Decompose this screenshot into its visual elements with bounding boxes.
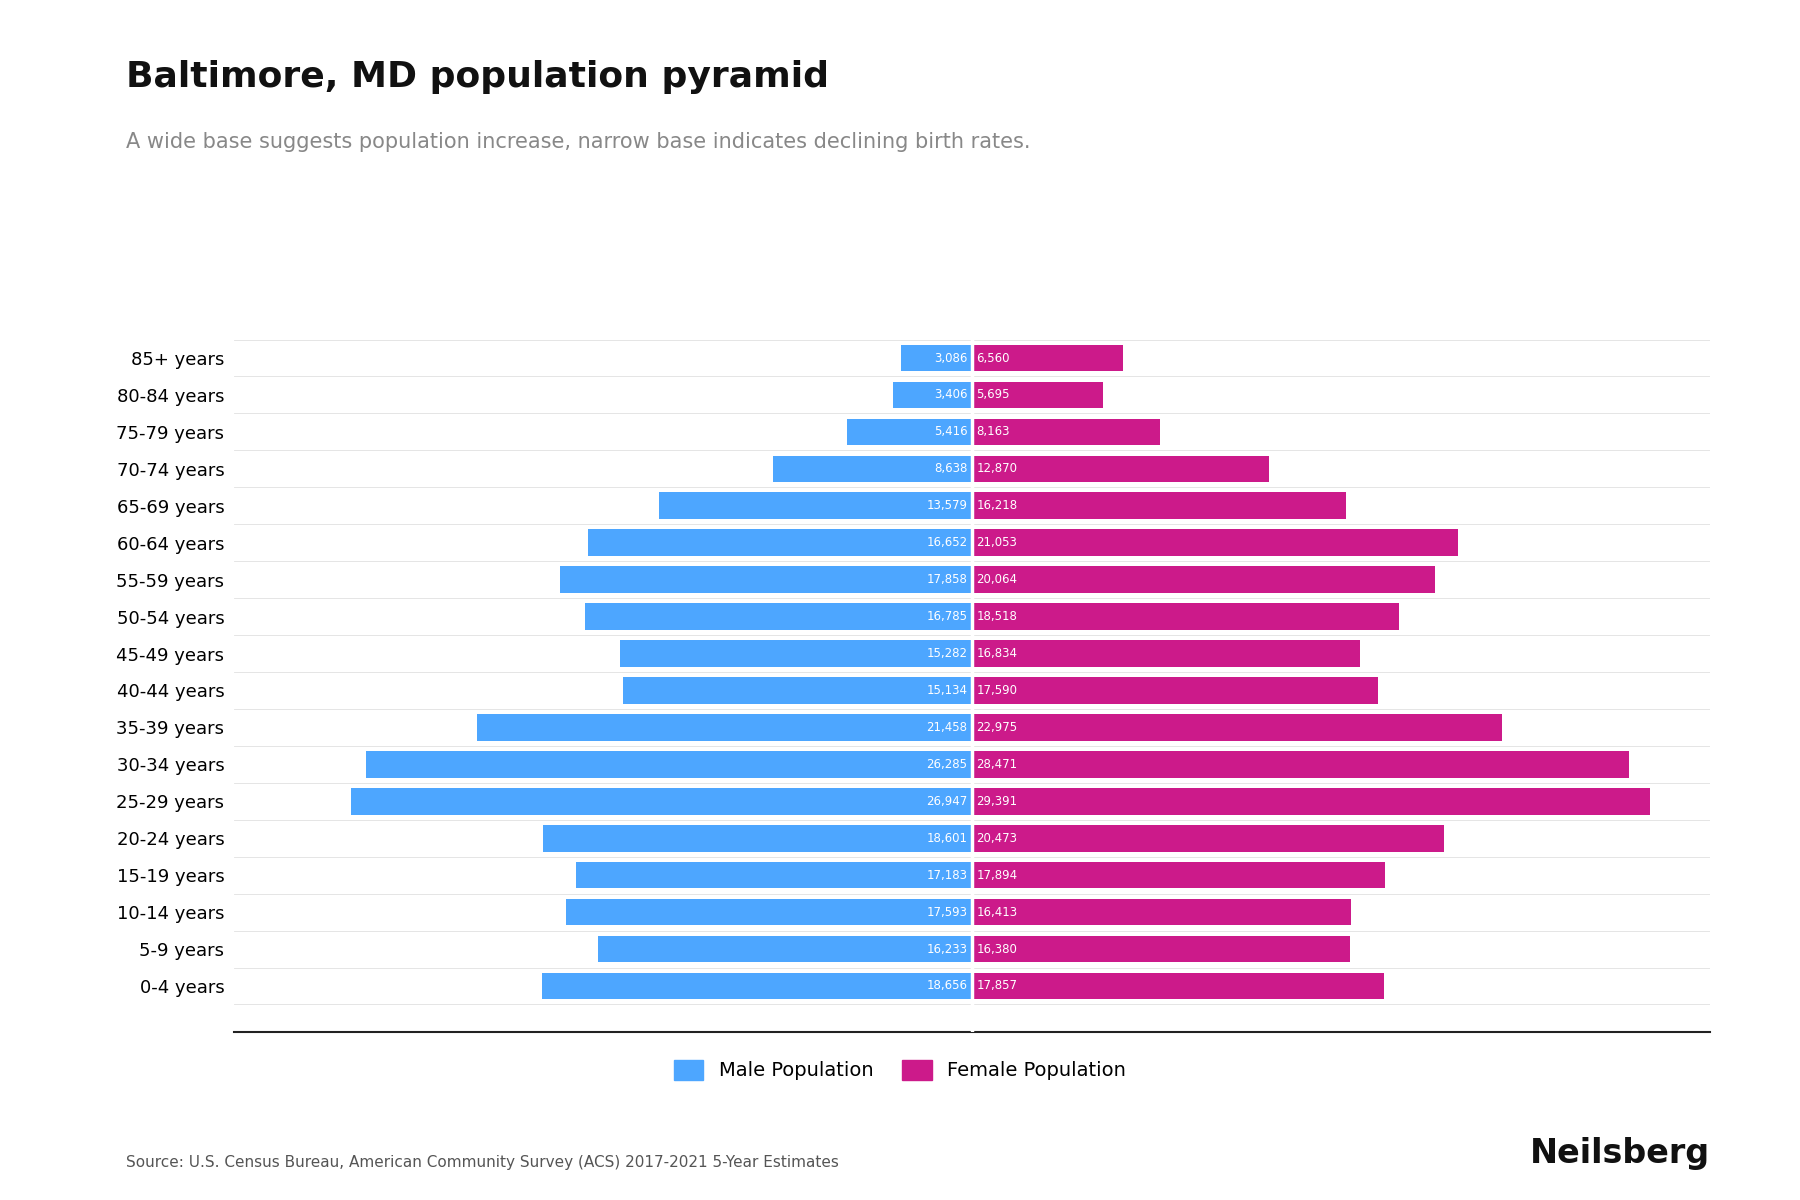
Text: 29,391: 29,391 <box>977 794 1017 808</box>
Bar <box>893 382 972 408</box>
Bar <box>659 492 972 520</box>
Bar <box>598 936 972 962</box>
Bar <box>972 788 1651 815</box>
Text: 12,870: 12,870 <box>977 462 1017 475</box>
Text: 17,858: 17,858 <box>927 574 967 586</box>
Bar <box>972 344 1123 371</box>
Bar <box>567 899 972 925</box>
Bar <box>972 604 1399 630</box>
Bar <box>365 751 972 778</box>
Text: 16,413: 16,413 <box>977 906 1017 918</box>
Text: 18,601: 18,601 <box>927 832 967 845</box>
Text: 17,857: 17,857 <box>977 979 1017 992</box>
Text: 8,163: 8,163 <box>977 426 1010 438</box>
Bar <box>972 382 1103 408</box>
Text: 15,134: 15,134 <box>927 684 967 697</box>
Text: 16,652: 16,652 <box>927 536 967 550</box>
Bar <box>560 566 972 593</box>
Text: 21,053: 21,053 <box>977 536 1017 550</box>
Text: 28,471: 28,471 <box>977 758 1017 770</box>
Bar <box>576 862 972 888</box>
Text: 17,590: 17,590 <box>977 684 1017 697</box>
Bar <box>972 566 1435 593</box>
Text: 3,406: 3,406 <box>934 389 967 402</box>
Text: 16,233: 16,233 <box>927 942 967 955</box>
Text: 5,416: 5,416 <box>934 426 967 438</box>
Bar <box>589 529 972 556</box>
Text: 15,282: 15,282 <box>927 647 967 660</box>
Text: 20,473: 20,473 <box>977 832 1017 845</box>
Bar <box>972 899 1350 925</box>
Text: 26,947: 26,947 <box>927 794 967 808</box>
Bar <box>542 973 972 1000</box>
Bar <box>972 862 1384 888</box>
Bar <box>972 936 1350 962</box>
Text: 20,064: 20,064 <box>977 574 1017 586</box>
Text: 16,834: 16,834 <box>977 647 1017 660</box>
Text: 17,593: 17,593 <box>927 906 967 918</box>
Bar <box>585 604 972 630</box>
Bar <box>972 492 1346 520</box>
Text: Neilsberg: Neilsberg <box>1530 1138 1710 1170</box>
Text: 16,218: 16,218 <box>977 499 1017 512</box>
Text: Source: U.S. Census Bureau, American Community Survey (ACS) 2017-2021 5-Year Est: Source: U.S. Census Bureau, American Com… <box>126 1154 839 1170</box>
Bar <box>972 529 1458 556</box>
Text: 13,579: 13,579 <box>927 499 967 512</box>
Text: 21,458: 21,458 <box>927 721 967 734</box>
Bar <box>900 344 972 371</box>
Text: 18,518: 18,518 <box>977 610 1017 623</box>
Text: 16,785: 16,785 <box>927 610 967 623</box>
Text: 18,656: 18,656 <box>927 979 967 992</box>
Bar <box>772 456 972 482</box>
Bar <box>972 677 1377 703</box>
Bar <box>848 419 972 445</box>
Text: 17,183: 17,183 <box>927 869 967 882</box>
Bar <box>972 456 1269 482</box>
Bar <box>972 973 1384 1000</box>
Text: 3,086: 3,086 <box>934 352 967 365</box>
Bar <box>972 824 1444 852</box>
Bar <box>972 419 1161 445</box>
Text: 5,695: 5,695 <box>977 389 1010 402</box>
Text: 16,380: 16,380 <box>977 942 1017 955</box>
Bar <box>619 641 972 667</box>
Text: Baltimore, MD population pyramid: Baltimore, MD population pyramid <box>126 60 830 94</box>
Bar <box>623 677 972 703</box>
Text: 22,975: 22,975 <box>977 721 1017 734</box>
Legend: Male Population, Female Population: Male Population, Female Population <box>666 1052 1134 1088</box>
Bar <box>351 788 972 815</box>
Bar <box>972 641 1361 667</box>
Bar <box>972 714 1501 740</box>
Text: 17,894: 17,894 <box>977 869 1017 882</box>
Text: 8,638: 8,638 <box>934 462 967 475</box>
Text: A wide base suggests population increase, narrow base indicates declining birth : A wide base suggests population increase… <box>126 132 1030 152</box>
Text: 6,560: 6,560 <box>977 352 1010 365</box>
Bar <box>972 751 1629 778</box>
Bar <box>544 824 972 852</box>
Bar <box>477 714 972 740</box>
Text: 26,285: 26,285 <box>927 758 967 770</box>
